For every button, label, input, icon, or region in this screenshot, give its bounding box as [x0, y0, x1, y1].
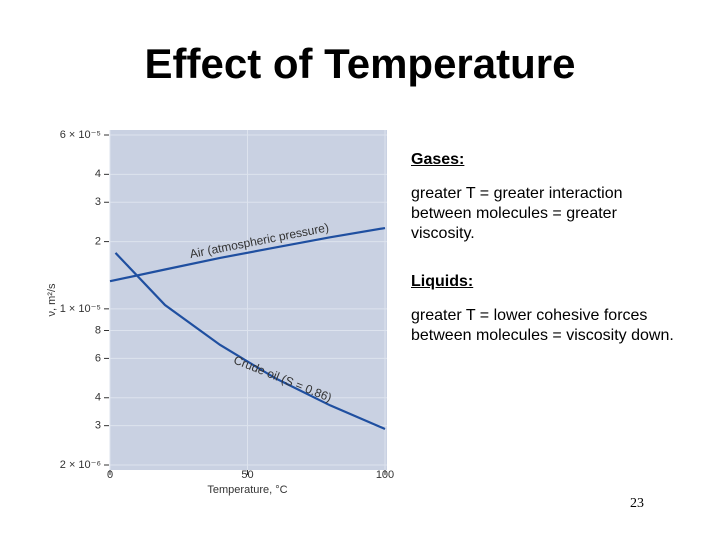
y-tick-label: 3: [95, 420, 101, 432]
heading: Gases:: [411, 151, 465, 168]
paragraph: greater T = greater interaction between …: [411, 185, 623, 242]
y-tick-label: 2 × 10⁻⁶: [60, 459, 101, 471]
heading: Liquids:: [411, 273, 474, 290]
y-tick-label: 1 × 10⁻⁵: [60, 303, 101, 315]
y-tick-label: 3: [95, 196, 101, 208]
x-axis-label: Temperature, °C: [207, 484, 287, 496]
series-line: [114, 252, 386, 430]
series-line: [109, 226, 386, 283]
x-tick-label: 100: [376, 469, 394, 481]
y-tick-label: 6 × 10⁻⁵: [60, 129, 101, 141]
page-number: 23: [630, 496, 644, 511]
plot-area: [110, 130, 387, 470]
y-tick-label: 6: [95, 352, 101, 364]
y-axis-label: ν, m²/s: [46, 283, 58, 316]
x-tick-label: 50: [241, 469, 253, 481]
y-tick-label: 8: [95, 324, 101, 336]
text-panel: Gases: greater T = greater interaction b…: [411, 150, 691, 374]
y-tick-label: 4: [95, 392, 101, 404]
y-tick-label: 4: [95, 168, 101, 180]
y-tick-label: 2: [95, 235, 101, 247]
paragraph: greater T = lower cohesive forces betwee…: [411, 307, 674, 344]
slide-title: Effect of Temperature: [144, 40, 576, 87]
x-tick-label: 0: [107, 469, 113, 481]
